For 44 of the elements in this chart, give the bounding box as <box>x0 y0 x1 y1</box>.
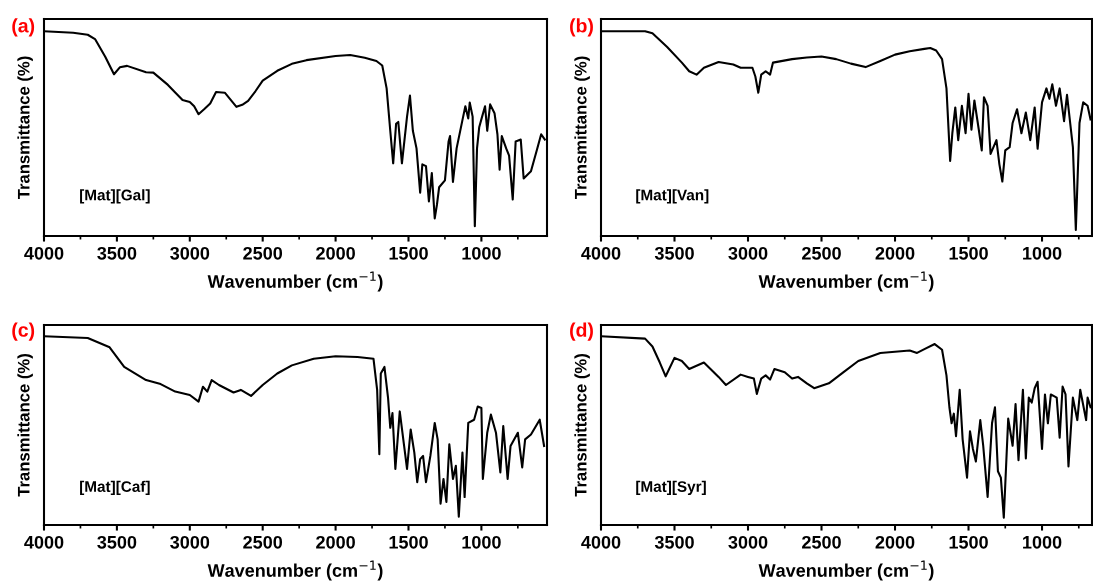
x-tick-label: 4000 <box>24 246 64 260</box>
annotation: [Mat][Caf] <box>80 480 150 495</box>
x-tick-label: 2500 <box>243 246 283 260</box>
x-tick-label: 2000 <box>875 535 915 549</box>
x-tick-label: 2500 <box>802 535 841 549</box>
x-tick-label: 4000 <box>24 535 64 549</box>
x-tick-label: 3000 <box>728 246 768 260</box>
x-tick-label: 2000 <box>316 535 355 549</box>
x-axis-title: Wavenumber (cm$^{−1}$) <box>758 271 934 292</box>
y-axis-title: Transmittance (%) <box>17 354 33 497</box>
annotation: [Mat][Gal] <box>80 189 150 204</box>
x-tick-label: 1000 <box>1023 535 1062 549</box>
chart-title: (a) <box>12 18 35 37</box>
x-tick-label: 3000 <box>728 535 768 549</box>
x-tick-label: 1000 <box>462 246 501 260</box>
x-axis-title: Wavenumber (cm$^{−1}$) <box>758 560 934 581</box>
x-tick-label: 1500 <box>949 535 988 549</box>
x-tick-label: 1500 <box>389 535 428 549</box>
x-tick-label: 3500 <box>97 246 137 260</box>
x-tick-label: 4000 <box>581 535 621 549</box>
x-tick-label: 2500 <box>802 246 841 260</box>
x-tick-label: 1000 <box>462 535 501 549</box>
x-tick-label: 1000 <box>1023 246 1062 260</box>
chart-title: (b) <box>570 18 593 37</box>
x-tick-label: 2500 <box>243 535 283 549</box>
x-tick-label: 3000 <box>170 535 210 549</box>
x-tick-label: 3500 <box>97 535 137 549</box>
x-axis-title: Wavenumber (cm$^{−1}$) <box>207 271 383 292</box>
y-axis-title: Transmittance (%) <box>574 354 590 497</box>
y-axis-title: Transmittance (%) <box>17 56 33 200</box>
y-axis-title: Transmittance (%) <box>574 56 590 200</box>
x-tick-label: 1500 <box>389 246 428 260</box>
x-tick-label: 3500 <box>654 246 694 260</box>
x-tick-label: 1500 <box>949 246 988 260</box>
x-tick-label: 2000 <box>875 246 915 260</box>
x-tick-label: 2000 <box>316 246 355 260</box>
chart-title: (c) <box>12 322 35 341</box>
annotation: [Mat][Syr] <box>636 480 706 495</box>
x-tick-label: 3000 <box>170 246 210 260</box>
x-tick-label: 3500 <box>654 535 694 549</box>
chart-title: (d) <box>570 322 593 341</box>
x-axis-title: Wavenumber (cm$^{−1}$) <box>207 560 383 581</box>
x-tick-label: 4000 <box>581 246 621 260</box>
annotation: [Mat][Van] <box>636 189 709 204</box>
